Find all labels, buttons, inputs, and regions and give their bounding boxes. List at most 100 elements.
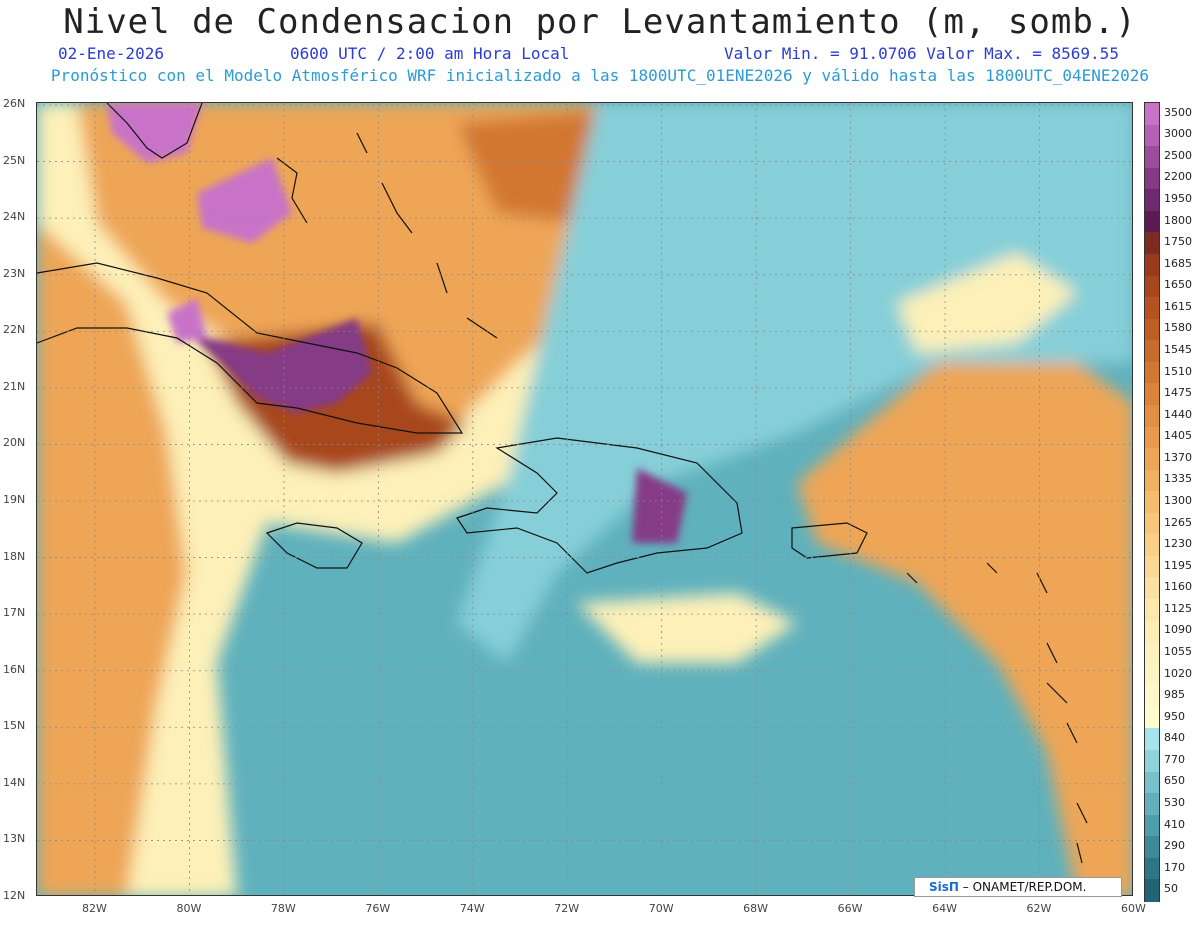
coast-florida bbox=[106, 103, 203, 159]
colorbar-cell bbox=[1145, 793, 1159, 816]
colorbar-cell bbox=[1145, 879, 1159, 902]
colorbar-label: 1300 bbox=[1164, 494, 1192, 507]
field-magenta-bahamas bbox=[197, 158, 292, 243]
map-canvas bbox=[37, 103, 1132, 895]
colorbar-label: 1055 bbox=[1164, 644, 1192, 658]
colorbar-cell bbox=[1145, 469, 1159, 492]
colorbar-label: 1580 bbox=[1164, 321, 1192, 335]
coast-puerto-rico bbox=[791, 522, 868, 559]
colorbar-label: 170 bbox=[1164, 860, 1185, 874]
lat-tick-label: 24N bbox=[3, 210, 26, 224]
field-yellow-strip bbox=[897, 253, 1077, 353]
lat-tick-label: 12N bbox=[3, 889, 26, 902]
lat-tick-label: 17N bbox=[3, 606, 26, 620]
colorbar-label: 1650 bbox=[1164, 278, 1192, 292]
colorbar-cell bbox=[1145, 685, 1159, 708]
colorbar-cell bbox=[1145, 383, 1159, 406]
field-purple-core bbox=[187, 318, 372, 413]
colorbar-label: 1685 bbox=[1164, 256, 1192, 270]
map-title: Nivel de Condensacion por Levantamiento … bbox=[63, 2, 1137, 42]
field-hispaniola-spot bbox=[632, 468, 687, 543]
colorbar-label: 1265 bbox=[1164, 515, 1192, 529]
lon-tick-label: 78W bbox=[270, 902, 296, 915]
field-yellow-strip bbox=[577, 593, 797, 663]
coastlines bbox=[37, 103, 1088, 864]
coast-bahamas bbox=[276, 132, 498, 339]
lat-tick-label: 13N bbox=[3, 832, 26, 846]
colorbar-cell bbox=[1145, 318, 1159, 341]
lon-tick-label: 80W bbox=[176, 902, 202, 915]
lat-tick-label: 23N bbox=[3, 266, 26, 280]
colorbar-label: 530 bbox=[1164, 795, 1185, 809]
lon-tick-label: 74W bbox=[459, 902, 485, 915]
forecast-date: 02-Ene-2026 bbox=[58, 44, 164, 63]
colorbar-cell bbox=[1145, 599, 1159, 622]
colorbar-cell bbox=[1145, 361, 1159, 384]
colorbar-label: 3500 bbox=[1164, 105, 1192, 119]
colorbar-cell bbox=[1145, 103, 1159, 126]
colorbar-label: 840 bbox=[1164, 731, 1185, 745]
colorbar-label: 1545 bbox=[1164, 343, 1192, 357]
colorbar-cell bbox=[1145, 340, 1159, 363]
colorbar-label: 1475 bbox=[1164, 386, 1192, 400]
colorbar-label: 1800 bbox=[1164, 213, 1192, 227]
lat-tick-label: 14N bbox=[3, 775, 26, 789]
colorbar-label: 1750 bbox=[1164, 235, 1192, 249]
min-max-values: Valor Min. = 91.0706 Valor Max. = 8569.5… bbox=[724, 44, 1119, 63]
coast-cuba bbox=[37, 262, 464, 434]
lat-tick-label: 15N bbox=[3, 719, 26, 733]
colorbar-label: 3000 bbox=[1164, 127, 1192, 141]
forecast-time: 0600 UTC / 2:00 am Hora Local bbox=[290, 44, 570, 63]
colorbar-cell bbox=[1145, 555, 1159, 579]
colorbar-label: 1125 bbox=[1164, 601, 1192, 615]
coast-jamaica bbox=[265, 522, 363, 569]
colorbar bbox=[1144, 102, 1160, 902]
colorbar-label: 1510 bbox=[1164, 364, 1192, 378]
lon-tick-label: 66W bbox=[837, 902, 863, 915]
colorbar-label: 1405 bbox=[1164, 429, 1192, 443]
colorbar-label: 1230 bbox=[1164, 537, 1192, 551]
forecast-subtitle: Pronóstico con el Modelo Atmosférico WRF… bbox=[50, 66, 1150, 85]
colorbar-cell bbox=[1145, 814, 1159, 837]
colorbar-cell bbox=[1145, 146, 1159, 169]
colorbar-label: 1615 bbox=[1164, 299, 1192, 313]
colorbar-cell bbox=[1145, 275, 1159, 298]
colorbar-label: 2200 bbox=[1164, 170, 1192, 184]
lat-tick-label: 26N bbox=[3, 97, 26, 110]
colorbar-cell bbox=[1145, 728, 1159, 751]
colorbar-label: 1090 bbox=[1164, 623, 1192, 637]
sispi-logo: SisΠ bbox=[929, 880, 959, 894]
colorbar-cell bbox=[1145, 857, 1159, 881]
colorbar-label: 1440 bbox=[1164, 407, 1192, 421]
colorbar-cell bbox=[1145, 124, 1159, 147]
colorbar-label: 1950 bbox=[1164, 192, 1192, 206]
colorbar-label: 770 bbox=[1164, 752, 1185, 766]
colorbar-cell bbox=[1145, 836, 1159, 859]
lon-tick-label: 60W bbox=[1121, 902, 1146, 915]
coast-hispaniola bbox=[456, 437, 743, 574]
lon-tick-label: 68W bbox=[743, 902, 769, 915]
colorbar-label: 1195 bbox=[1164, 558, 1192, 572]
grid bbox=[37, 103, 1132, 895]
lat-tick-label: 20N bbox=[3, 436, 26, 450]
colorbar-label: 2500 bbox=[1164, 148, 1192, 162]
colorbar-label: 1370 bbox=[1164, 450, 1192, 464]
colorbar-cell bbox=[1145, 426, 1159, 449]
colorbar-label: 1020 bbox=[1164, 666, 1192, 680]
lat-tick-label: 16N bbox=[3, 662, 26, 676]
lat-tick-label: 19N bbox=[3, 493, 26, 506]
colorbar-cell bbox=[1145, 297, 1159, 320]
credit-box: SisΠ – ONAMET/REP.DOM. bbox=[914, 877, 1122, 897]
lon-tick-label: 82W bbox=[82, 902, 107, 915]
lon-tick-label: 64W bbox=[932, 902, 957, 915]
colorbar-label: 290 bbox=[1164, 839, 1185, 853]
colorbar-label: 50 bbox=[1164, 882, 1178, 896]
colorbar-cell bbox=[1145, 448, 1159, 471]
credit-text: – ONAMET/REP.DOM. bbox=[958, 880, 1087, 894]
colorbar-label: 985 bbox=[1164, 688, 1185, 702]
colorbar-cell bbox=[1145, 706, 1159, 730]
lon-tick-label: 72W bbox=[554, 902, 580, 915]
lat-tick-label: 25N bbox=[3, 153, 26, 167]
colorbar-cell bbox=[1145, 663, 1159, 686]
lat-tick-label: 22N bbox=[3, 323, 26, 337]
